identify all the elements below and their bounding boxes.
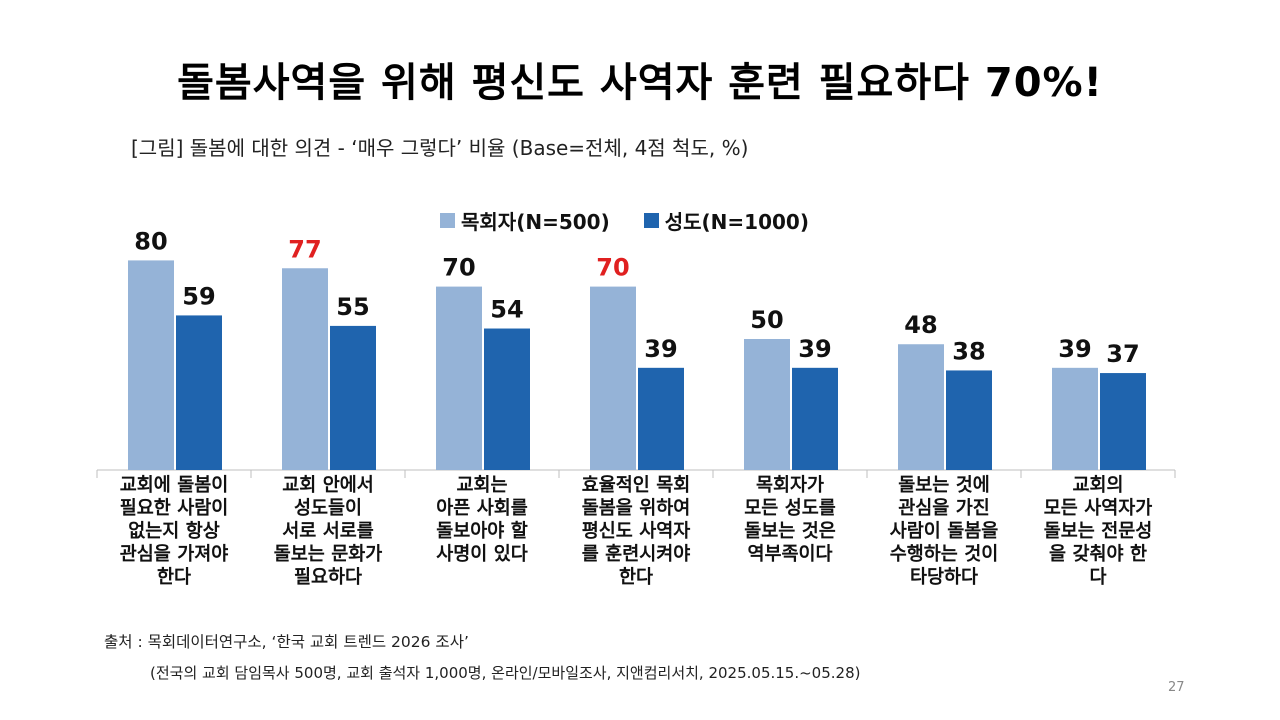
- category-label-line: 목회자가: [755, 475, 825, 496]
- category-label-line: 역부족이다: [747, 544, 833, 565]
- data-label-pastor-1: 77: [288, 235, 321, 263]
- category-label-line: 평신도 사역자: [581, 521, 691, 542]
- category-label-line: 다: [1089, 567, 1107, 588]
- bar-member-5: [946, 370, 992, 470]
- bar-member-1: [330, 325, 376, 470]
- category-label-4: 목회자가 모든 성도를 돌보는 것은 역부족이다: [713, 474, 867, 566]
- category-labels: 교회에 돌봄이 필요한 사람이 없는지 항상 관심을 가져야 한다 교회 안에서 성도들이 서…: [97, 474, 1175, 604]
- bar-member-4: [792, 367, 838, 470]
- category-label-line: 돌보는 문화가: [273, 544, 383, 565]
- category-label-line: 교회 안에서: [282, 475, 374, 496]
- category-label-line: 돌봄을 위하여: [581, 498, 691, 519]
- category-label-line: 한다: [618, 567, 654, 588]
- category-label-line: 돌보는 것에: [898, 475, 990, 496]
- bar-member-3: [638, 367, 684, 470]
- bar-pastor-1: [282, 268, 328, 470]
- page-number: 27: [1168, 680, 1185, 695]
- bar-pastor-3: [590, 286, 636, 470]
- category-label-line: 모든 사역자가: [1043, 498, 1153, 519]
- chart-legend: 목회자(N=500) 성도(N=1000): [440, 206, 843, 235]
- data-label-member-3: 39: [644, 335, 677, 363]
- category-label-1: 교회 안에서 성도들이 서로 서로를 돌보는 문화가 필요하다: [251, 474, 405, 589]
- source-detail: (전국의 교회 담임목사 500명, 교회 출석자 1,000명, 온라인/모바…: [150, 664, 861, 682]
- legend-label-pastor: 목회자(N=500): [461, 210, 610, 234]
- category-label-2: 교회는 아픈 사회를 돌보아야 할 사명이 있다: [405, 474, 559, 566]
- category-label-line: 돌보는 전문성: [1043, 521, 1153, 542]
- bar-pastor-4: [744, 339, 790, 470]
- category-label-line: 한다: [156, 567, 192, 588]
- legend-swatch-member: [643, 213, 659, 228]
- category-label-line: 효율적인 목회: [581, 475, 691, 496]
- bar-pastor-0: [128, 260, 174, 470]
- category-label-line: 를 훈련시켜야: [581, 544, 691, 565]
- data-label-pastor-3: 70: [596, 254, 629, 282]
- category-label-line: 아픈 사회를: [436, 498, 528, 519]
- legend-item-pastor: 목회자(N=500): [440, 206, 610, 235]
- data-label-member-0: 59: [182, 282, 215, 310]
- data-label-member-2: 54: [490, 296, 523, 324]
- category-label-line: 돌보아야 할: [436, 521, 528, 542]
- legend-label-member: 성도(N=1000): [664, 210, 809, 234]
- category-label-line: 필요하다: [293, 567, 363, 588]
- category-label-line: 없는지 항상: [128, 521, 220, 542]
- data-label-member-6: 37: [1106, 340, 1139, 368]
- legend-swatch-pastor: [440, 213, 455, 228]
- category-label-line: 돌보는 것은: [744, 521, 836, 542]
- bar-member-0: [176, 315, 222, 470]
- data-label-pastor-2: 70: [442, 254, 475, 282]
- page-title: 돌봄사역을 위해 평신도 사역자 훈련 필요하다 70%!: [177, 60, 1103, 106]
- category-label-line: 을 갖춰야 한: [1049, 544, 1147, 565]
- source-note: 출처 : 목회데이터연구소, ‘한국 교회 트렌드 2026 조사’: [104, 633, 469, 651]
- data-label-member-1: 55: [336, 293, 369, 321]
- category-label-line: 교회의: [1072, 475, 1124, 496]
- category-label-line: 필요한 사람이: [119, 498, 229, 519]
- category-label-line: 수행하는 것이: [889, 544, 999, 565]
- category-label-line: 사람이 돌봄을: [889, 521, 999, 542]
- category-label-line: 사명이 있다: [436, 544, 528, 565]
- chart-subtitle: [그림] 돌봄에 대한 의견 - ‘매우 그렇다’ 비율 (Base=전체, 4…: [131, 136, 749, 160]
- bar-member-2: [484, 328, 530, 470]
- category-label-0: 교회에 돌봄이 필요한 사람이 없는지 항상 관심을 가져야 한다: [97, 474, 251, 589]
- category-label-line: 교회에 돌봄이: [119, 475, 229, 496]
- category-label-line: 교회는: [456, 475, 508, 496]
- category-label-line: 서로 서로를: [282, 521, 374, 542]
- category-label-line: 모든 성도를: [744, 498, 836, 519]
- bar-member-6: [1100, 373, 1146, 470]
- data-label-member-5: 38: [952, 337, 985, 365]
- data-label-pastor-4: 50: [750, 306, 783, 334]
- category-label-line: 성도들이: [293, 498, 363, 519]
- data-label-pastor-0: 80: [134, 227, 167, 255]
- legend-item-member: 성도(N=1000): [643, 206, 809, 235]
- data-label-pastor-5: 48: [904, 311, 937, 339]
- category-label-5: 돌보는 것에 관심을 가진 사람이 돌봄을 수행하는 것이 타당하다: [867, 474, 1021, 589]
- bar-pastor-2: [436, 286, 482, 470]
- category-label-line: 타당하다: [909, 567, 979, 588]
- data-label-pastor-6: 39: [1058, 335, 1091, 363]
- data-label-member-4: 39: [798, 335, 831, 363]
- category-label-line: 관심을 가진: [898, 498, 990, 519]
- bar-pastor-6: [1052, 367, 1098, 470]
- bar-pastor-5: [898, 344, 944, 470]
- category-label-3: 효율적인 목회 돌봄을 위하여 평신도 사역자 를 훈련시켜야 한다: [559, 474, 713, 589]
- category-label-line: 관심을 가져야: [119, 544, 229, 565]
